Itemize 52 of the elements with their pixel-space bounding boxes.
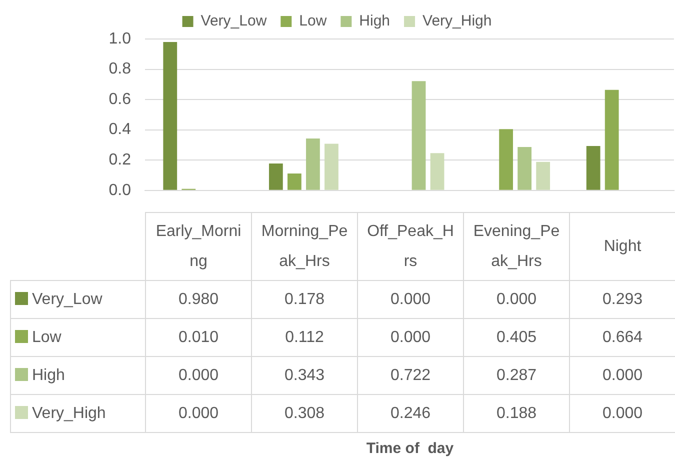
y-tick-label: 0.6 [108,90,132,108]
y-tick-label: 0.2 [108,152,132,169]
bar [518,146,532,190]
data-label: 0.293 [570,280,675,318]
bar [268,163,283,190]
y-tick-label: 0.4 [108,121,132,138]
data-label: 0.112 [252,318,358,356]
legend-label: High [359,12,390,30]
data-label: 0.188 [464,394,570,432]
x-tick-label: Morning_Peak_Hrs [252,212,358,280]
text: High [32,366,65,384]
data-label: 0.405 [464,318,570,356]
data-label: 0.287 [464,356,570,394]
data-label: 0.308 [252,394,358,432]
text: Low [32,328,62,346]
bar [412,81,426,190]
data-label: 0.000 [146,394,252,432]
x-tick-label: Evening_Peak_Hrs [464,212,570,280]
data-label: 0.000 [570,394,675,432]
data-label: 0.000 [146,356,252,394]
legend-label: Very_Low [200,12,267,30]
data-label: 0.178 [252,280,358,318]
data-label: 0.980 [146,280,252,318]
x-tick-label: Early_Morning [146,212,252,280]
data-label: 0.000 [358,280,464,318]
bar [586,146,600,190]
text: Very_High [32,404,106,422]
legend-label: Low [299,12,327,30]
bar [536,162,550,190]
bar [324,144,338,190]
text: Time of day [365,440,455,457]
data-label: 0.664 [570,318,675,356]
data-label: 0.722 [358,356,464,394]
data-label: 0.000 [570,356,675,394]
bar [430,153,444,190]
legend-label: Very_High [422,12,492,30]
bar [604,90,619,190]
bar [288,173,302,190]
text: Very_Low [32,290,102,308]
x-tick-label: Off_Peak_Hrs [358,212,464,280]
bar [499,129,513,190]
y-tick-label: 0.8 [108,60,132,78]
data-label: 0.343 [252,356,358,394]
data-label: 0.000 [464,280,570,318]
data-label: 0.246 [358,394,464,432]
bar [163,42,178,190]
y-tick-label: 1.0 [108,30,132,48]
bar [306,138,320,190]
y-tick-label: 0.0 [108,182,132,199]
data-label: 0.010 [146,318,252,356]
data-label: 0.000 [358,318,464,356]
x-tick-label: Night [570,212,675,280]
